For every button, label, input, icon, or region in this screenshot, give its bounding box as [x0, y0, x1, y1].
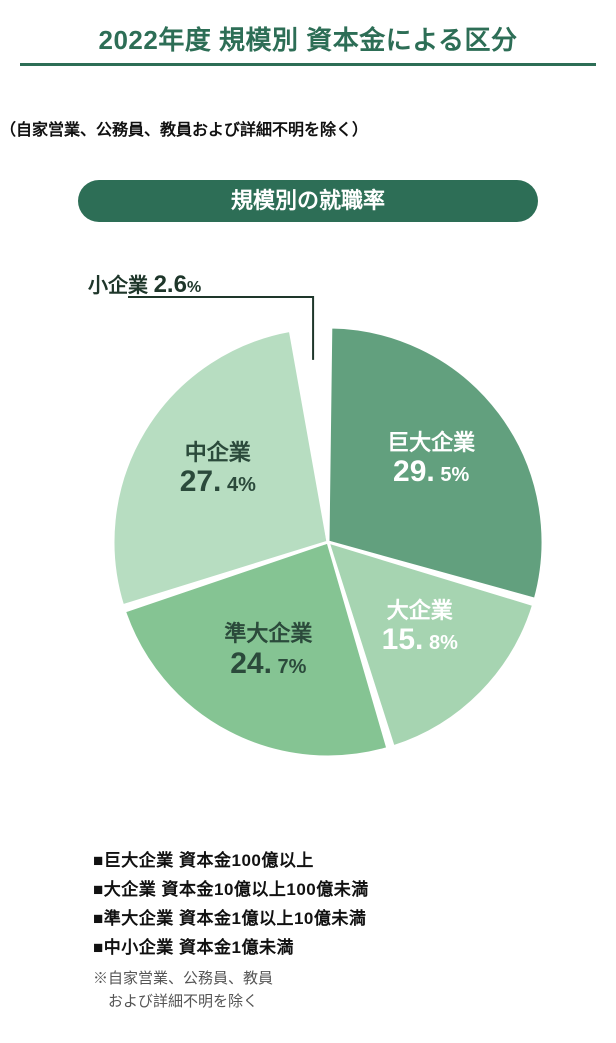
legend-note: ※自家営業、公務員、教員 および詳細不明を除く	[93, 968, 523, 1013]
legend-row-1: ■大企業 資本金10億以上100億未満	[93, 875, 523, 900]
legend: ■巨大企業 資本金100億以上 ■大企業 資本金10億以上100億未満 ■準大企業 …	[93, 846, 523, 1013]
pie-svg	[28, 272, 616, 812]
chart-title-chip: 規模別の就職率	[78, 180, 538, 222]
legend-row-0: ■巨大企業 資本金100億以上	[93, 846, 523, 871]
subtitle-note: （自家営業、公務員、教員および詳細不明を除く）	[0, 116, 616, 140]
pie-chart: 巨大企業29. 5%大企業15. 8%準大企業24. 7%中企業27. 4%小企…	[28, 272, 588, 812]
pie-label-small: 小企業 2.6%	[88, 269, 201, 299]
legend-row-3: ■中小企業 資本金1億未満	[93, 933, 523, 958]
legend-row-2: ■準大企業 資本金1億以上10億未満	[93, 904, 523, 929]
page-title: 2022年度 規模別 資本金による区分	[20, 20, 596, 66]
